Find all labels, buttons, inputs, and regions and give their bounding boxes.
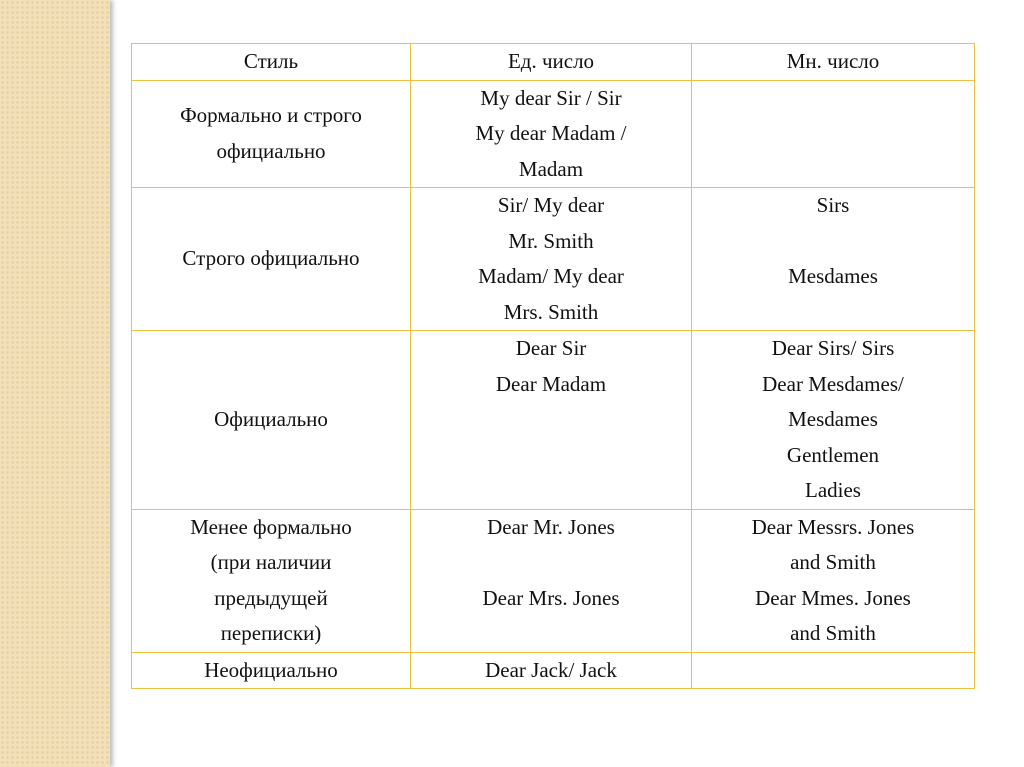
- cell-line: Sir/ My dear: [497, 193, 605, 217]
- cell-line: Dear Mesdames/: [762, 371, 904, 396]
- header-style: Стиль: [131, 43, 411, 81]
- cell-line: Dear Messrs. Jones: [751, 514, 915, 539]
- cell-style: Строго официально: [131, 187, 411, 331]
- cell-line: My dear Madam /: [475, 121, 627, 145]
- cell-line: Dear Mr. Jones: [487, 514, 615, 539]
- cell-line: Строго официально: [182, 246, 360, 271]
- cell-plural: [691, 79, 975, 188]
- cell-style: Официально: [131, 330, 411, 510]
- cell-line: Madam/ My dear: [478, 264, 624, 288]
- table-row: Строго официально Sir/ My dear Mr. Smith Ma…: [131, 187, 975, 331]
- table-row: Формально и строго официально My dear Sir …: [131, 79, 975, 188]
- cell-style: Неофициально: [131, 651, 411, 689]
- cell-line: Dear Madam: [495, 371, 607, 396]
- cell-line: Madam: [518, 156, 584, 181]
- cell-line: [411, 545, 691, 581]
- cell-line: Dear Mmes. Jones: [755, 585, 911, 610]
- table-row: Менее формально (при наличии предыдущей пер…: [131, 508, 975, 653]
- cell-line: Mesdames: [788, 407, 878, 431]
- cell-plural: Dear Sirs/ Sirs Dear Mesdames/Mesdames Gen…: [691, 330, 975, 510]
- cell-style: Формально и строго официально: [131, 79, 411, 188]
- cell-plural: Dear Messrs. Jones and Smith Dear Mmes. Jo…: [691, 508, 975, 653]
- header-singular: Ед. число: [410, 43, 692, 81]
- cell-singular: Dear Mr. Jones Dear Mrs. Jones: [410, 508, 692, 653]
- cell-line: Mesdames: [788, 264, 878, 288]
- cell-singular: Sir/ My dear Mr. Smith Madam/ My dear Mrs. …: [410, 187, 692, 331]
- cell-line: Ladies: [805, 478, 861, 502]
- cell-style: Менее формально (при наличии предыдущей пер…: [131, 508, 411, 653]
- header-plural: Мн. число: [691, 43, 975, 81]
- cell-singular: Dear Sir Dear Madam: [410, 330, 692, 510]
- cell-line: Sirs: [816, 193, 850, 217]
- decorative-sidebar: [0, 0, 110, 767]
- cell-line: My dear Sir / Sir: [480, 85, 622, 110]
- cell-line: (при наличии: [210, 550, 332, 574]
- cell-line: Неофициально: [204, 657, 338, 682]
- cell-line: Менее формально: [190, 514, 352, 539]
- cell-line: Mr. Smith: [508, 228, 594, 253]
- table-row: Неофициально Dear Jack/ Jack: [131, 651, 975, 689]
- cell-line: [692, 224, 974, 260]
- cell-line: Формально и строго: [180, 103, 362, 128]
- cell-line: Mrs. Smith: [503, 299, 599, 324]
- salutations-table: Стиль Ед. число Мн. число Формально и ст…: [131, 43, 975, 689]
- cell-singular: Dear Jack/ Jack: [410, 651, 692, 689]
- header-row: Стиль Ед. число Мн. число: [131, 43, 975, 81]
- cell-line: Dear Sirs/ Sirs: [771, 336, 895, 360]
- table-row: Официально Dear Sir Dear Madam Dear Sirs/ S…: [131, 330, 975, 510]
- cell-line: and Smith: [790, 550, 876, 574]
- cell-line: Dear Jack/ Jack: [485, 657, 617, 682]
- cell-line: Dear Sir: [515, 336, 587, 360]
- cell-line: переписки): [220, 621, 322, 645]
- cell-plural: [691, 651, 975, 689]
- cell-line: and Smith: [790, 621, 876, 645]
- cell-singular: My dear Sir / Sir My dear Madam / Madam: [410, 79, 692, 188]
- cell-line: предыдущей: [214, 585, 328, 610]
- cell-line: официально: [216, 138, 326, 163]
- cell-line: Официально: [214, 407, 328, 431]
- cell-line: Gentlemen: [786, 442, 880, 467]
- cell-plural: Sirs Mesdames: [691, 187, 975, 331]
- cell-line: Dear Mrs. Jones: [482, 585, 620, 610]
